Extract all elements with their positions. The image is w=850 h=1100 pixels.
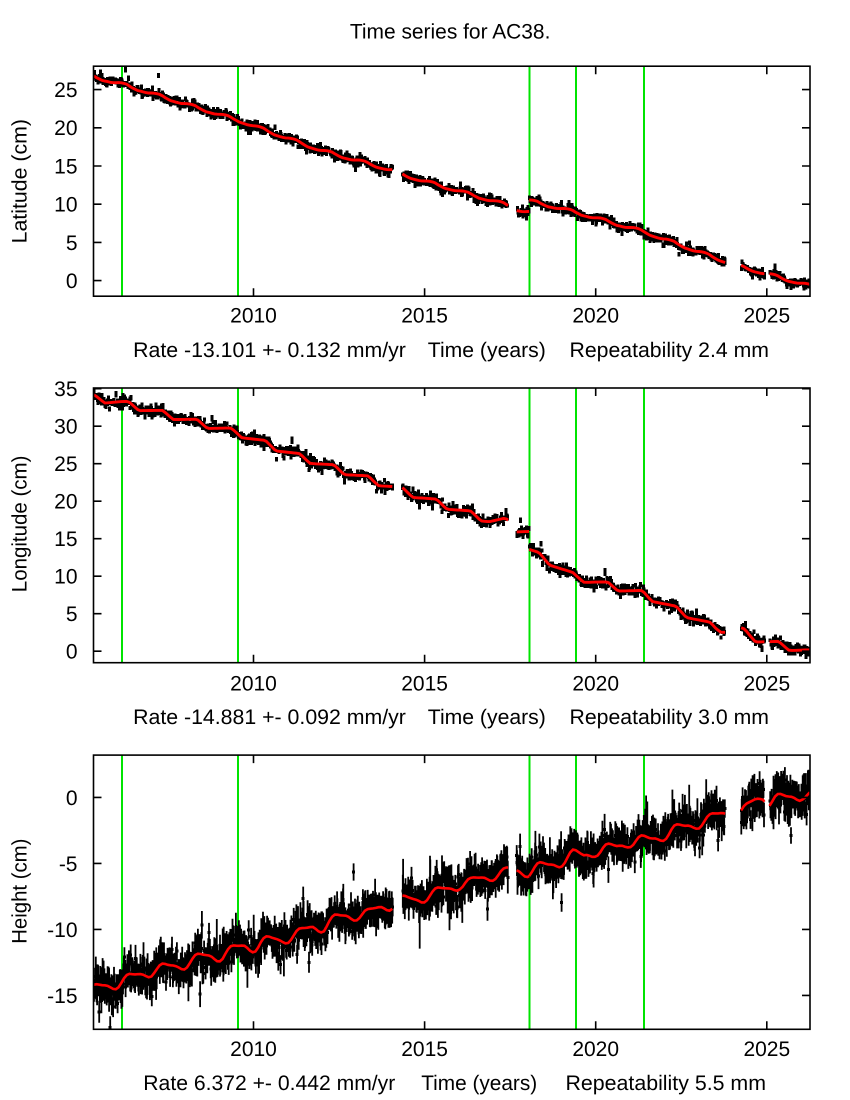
svg-text:2015: 2015 xyxy=(401,305,448,328)
svg-text:2010: 2010 xyxy=(230,1038,277,1061)
svg-text:15: 15 xyxy=(54,528,77,551)
svg-text:2020: 2020 xyxy=(572,673,619,696)
svg-text:-5: -5 xyxy=(59,853,78,876)
svg-text:15: 15 xyxy=(54,155,77,178)
svg-text:0: 0 xyxy=(66,787,78,810)
svg-text:Height (cm): Height (cm) xyxy=(9,839,32,944)
svg-text:0: 0 xyxy=(66,270,78,293)
svg-text:Repeatability 2.4 mm: Repeatability 2.4 mm xyxy=(570,339,770,362)
svg-text:Time (years): Time (years) xyxy=(428,706,546,729)
svg-text:2025: 2025 xyxy=(743,1038,790,1061)
svg-text:2025: 2025 xyxy=(743,673,790,696)
svg-text:20: 20 xyxy=(54,491,77,514)
svg-text:-10: -10 xyxy=(47,919,77,942)
svg-text:Latitude (cm): Latitude (cm) xyxy=(9,119,32,243)
svg-text:2010: 2010 xyxy=(230,673,277,696)
svg-text:Time series for AC38.: Time series for AC38. xyxy=(350,21,551,44)
svg-text:Time (years): Time (years) xyxy=(421,1072,537,1095)
svg-text:0: 0 xyxy=(66,641,78,664)
svg-text:5: 5 xyxy=(66,603,78,626)
svg-text:35: 35 xyxy=(54,378,77,401)
svg-text:Rate -13.101 +- 0.132 mm/yr: Rate -13.101 +- 0.132 mm/yr xyxy=(133,339,406,362)
svg-text:Rate -14.881 +- 0.092 mm/yr: Rate -14.881 +- 0.092 mm/yr xyxy=(133,706,406,729)
svg-text:Rate 6.372 +- 0.442 mm/yr: Rate 6.372 +- 0.442 mm/yr xyxy=(143,1072,395,1095)
svg-text:20: 20 xyxy=(54,117,77,140)
svg-text:2025: 2025 xyxy=(743,305,790,328)
svg-text:5: 5 xyxy=(66,232,78,255)
svg-text:2020: 2020 xyxy=(572,305,619,328)
svg-text:Longitude (cm): Longitude (cm) xyxy=(9,456,32,593)
svg-text:2015: 2015 xyxy=(401,1038,448,1061)
svg-text:25: 25 xyxy=(54,453,77,476)
svg-text:Repeatability 5.5 mm: Repeatability 5.5 mm xyxy=(566,1072,767,1095)
svg-text:Time (years): Time (years) xyxy=(428,339,546,362)
svg-text:10: 10 xyxy=(54,566,77,589)
svg-text:30: 30 xyxy=(54,416,77,439)
svg-text:-15: -15 xyxy=(47,985,77,1008)
svg-text:2020: 2020 xyxy=(572,1038,619,1061)
svg-text:2010: 2010 xyxy=(230,305,277,328)
svg-text:2015: 2015 xyxy=(401,673,448,696)
svg-text:10: 10 xyxy=(54,194,77,217)
svg-text:25: 25 xyxy=(54,79,77,102)
svg-text:Repeatability 3.0 mm: Repeatability 3.0 mm xyxy=(570,706,770,729)
